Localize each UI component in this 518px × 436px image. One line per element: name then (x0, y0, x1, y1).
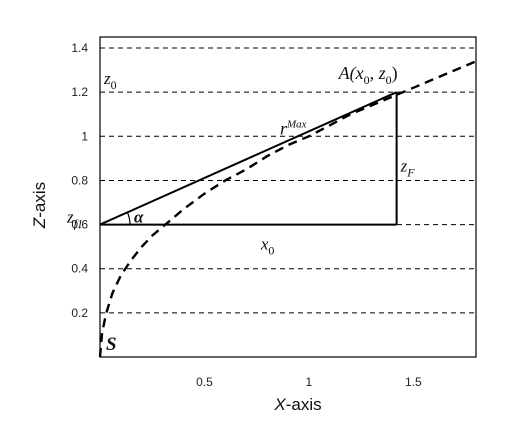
x-tick-label: 1.5 (405, 375, 422, 389)
plot-frame (99, 36, 477, 358)
y-tick-label: 1 (81, 129, 88, 143)
r-max-label: rMax (280, 119, 307, 139)
x-axis-label: X-axis (273, 395, 321, 414)
point-a-label: A(x0, z0) (338, 63, 398, 87)
x-tick-label: 0.5 (196, 375, 213, 389)
grid-lines (100, 47, 476, 314)
z0-label: z0 (103, 69, 117, 92)
y-axis-label: Z-axis (30, 182, 49, 229)
x0-label: x0 (260, 235, 275, 258)
zf-label: zF (400, 157, 416, 180)
curve-series-line (98, 60, 477, 358)
x-tick-label: 1 (306, 375, 313, 389)
y-tick-label: 0.8 (71, 173, 88, 187)
y-tick-label: 1.4 (71, 41, 88, 55)
r-max-line (99, 91, 398, 226)
zf1-label: zf1 (66, 208, 83, 231)
alpha-label: α (134, 208, 144, 227)
y-tick-label: 1.2 (71, 85, 88, 99)
tick-labels: 0.2 0.4 0.6 0.8 1 1.2 1.4 0.5 1 1.5 (71, 41, 422, 389)
geometry-lines (99, 91, 398, 226)
alpha-angle-arc (126, 212, 131, 225)
series-group (98, 60, 477, 358)
y-tick-label: 0.6 (71, 218, 88, 232)
origin-s-label: S (106, 334, 117, 355)
y-tick-label: 0.2 (71, 306, 88, 320)
y-tick-label: 0.4 (71, 262, 88, 276)
